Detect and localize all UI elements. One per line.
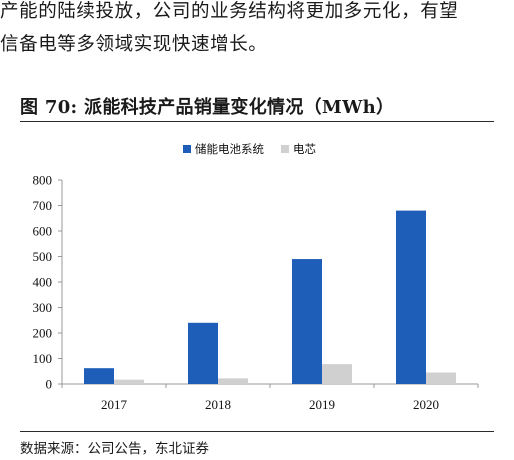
- paragraph-line-2: 信备电等多领域实现快速增长。: [0, 34, 268, 55]
- x-tick-label: 2019: [309, 397, 335, 412]
- x-axis: 2017 2018 2019 2020: [61, 383, 479, 412]
- source-rule: [20, 431, 494, 432]
- paragraph-line-1: 产能的陆续投放，公司的业务结构将更加多元化，有望: [0, 1, 459, 22]
- legend-swatch: [281, 145, 289, 153]
- bar-battery-system-2020: [396, 210, 426, 384]
- bar-battery-system-2018: [188, 322, 218, 384]
- chart-legend: 储能电池系统 电芯: [183, 142, 316, 156]
- legend-label: 电芯: [293, 142, 316, 156]
- bar-cell-2019: [322, 364, 352, 384]
- bar-battery-system-2019: [292, 259, 322, 384]
- bar-battery-system-2017: [84, 368, 114, 384]
- x-tick-label: 2017: [101, 397, 128, 412]
- source-note: 数据来源：公司公告，东北证券: [20, 441, 209, 457]
- bar-cell-2018: [218, 378, 248, 384]
- x-tick-label: 2020: [413, 397, 439, 412]
- bar-cell-2020: [426, 372, 456, 384]
- y-axis: 0 100 200 300 400 500 600 700 800: [33, 173, 63, 392]
- y-tick-label: 400: [33, 275, 53, 290]
- bars: [84, 210, 456, 384]
- title-rule: [20, 121, 494, 122]
- legend-label: 储能电池系统: [195, 142, 264, 156]
- y-tick-label: 0: [46, 377, 53, 392]
- bar-cell-2017: [114, 379, 144, 384]
- y-tick-label: 300: [33, 300, 53, 315]
- y-tick-label: 100: [33, 351, 53, 366]
- figure-title: 图 70: 派能科技产品销量变化情况（MWh）: [20, 97, 395, 118]
- x-tick-label: 2018: [205, 397, 231, 412]
- y-tick-label: 800: [33, 173, 53, 188]
- y-tick-label: 700: [33, 198, 53, 213]
- y-tick-label: 500: [33, 249, 53, 264]
- y-tick-label: 200: [33, 326, 53, 341]
- y-tick-label: 600: [33, 224, 53, 239]
- legend-swatch: [183, 145, 191, 153]
